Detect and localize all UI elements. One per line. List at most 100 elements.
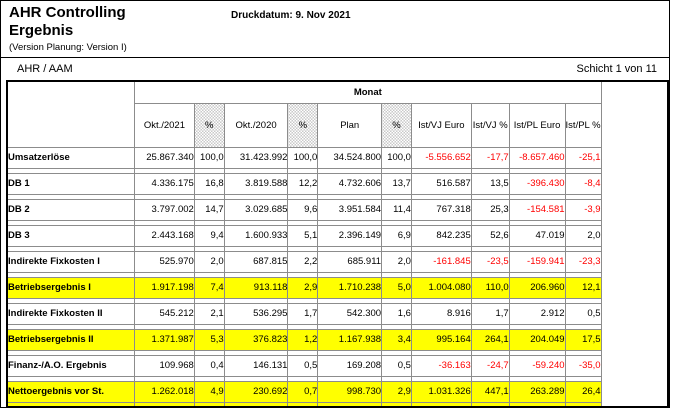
value-cell: 100,0 [381, 146, 412, 169]
value-cell: 0,5 [564, 302, 602, 325]
row-label: Betriebsergebnis II [6, 328, 136, 351]
value-cell: 25.867.340 [134, 146, 195, 169]
value-cell: 542.300 [317, 302, 383, 325]
value-cell: 230.692 [223, 380, 289, 403]
column-header-plan: Plan [317, 102, 383, 148]
value-cell: -23,3 [564, 250, 602, 273]
value-cell: 34.524.800 [317, 146, 383, 169]
row-spacer-cell [134, 401, 195, 408]
table-row: Umsatzerlöse 25.867.340 100,0 31.423.992 100… [6, 146, 668, 169]
value-cell: 447,1 [470, 380, 510, 403]
value-cell: 263.289 [508, 380, 566, 403]
value-cell: 6,9 [381, 224, 412, 247]
print-date-value: 9. Nov 2021 [295, 10, 351, 21]
value-cell: 52,6 [470, 224, 510, 247]
value-cell: 4,9 [193, 380, 225, 403]
print-date: Druckdatum: 9. Nov 2021 [231, 10, 351, 21]
value-cell: 169.208 [317, 354, 383, 377]
value-cell: 842.235 [410, 224, 472, 247]
row-spacer-cell [564, 401, 602, 408]
column-header-ist-pl: Ist/PL % [564, 102, 602, 148]
value-cell: 264,1 [470, 328, 510, 351]
value-cell: 3.951.584 [317, 198, 383, 221]
value-cell: 1.371.987 [134, 328, 195, 351]
meta-row: AHR / AAM Schicht 1 von 11 [1, 58, 669, 80]
value-cell: 2.912 [508, 302, 566, 325]
column-header-ist-vj: Ist/VJ % [470, 102, 510, 148]
row-spacer [6, 297, 668, 304]
value-cell: 9,4 [193, 224, 225, 247]
value-cell: -24,7 [470, 354, 510, 377]
table-row: Indirekte Fixkosten I 525.970 2,0 687.815 2,… [6, 250, 668, 273]
value-cell: 3,4 [381, 328, 412, 351]
value-cell: 13,5 [470, 172, 510, 195]
value-cell: 109.968 [134, 354, 195, 377]
group-header-monat: Monat [134, 80, 602, 104]
value-cell: 1.004.080 [410, 276, 472, 299]
org-unit-label: AHR / AAM [17, 63, 73, 75]
value-cell: 2,1 [193, 302, 225, 325]
value-cell: 913.118 [223, 276, 289, 299]
value-cell: -23,5 [470, 250, 510, 273]
column-header-percent: % [381, 102, 412, 148]
row-label: DB 2 [6, 198, 136, 221]
table-row: Betriebsergebnis I 1.917.198 7,4 913.118 2,9… [6, 276, 668, 299]
row-label: Indirekte Fixkosten I [6, 250, 136, 273]
value-cell: 2,0 [564, 224, 602, 247]
row-spacer-cell [287, 401, 319, 408]
row-label-column-header [6, 80, 136, 148]
value-cell: -154.581 [508, 198, 566, 221]
value-cell: -17,7 [470, 146, 510, 169]
row-spacer-cell [193, 401, 225, 408]
value-cell: 1.262.018 [134, 380, 195, 403]
value-cell: 12,2 [287, 172, 319, 195]
row-spacer [6, 219, 668, 226]
print-date-label: Druckdatum: [231, 10, 293, 21]
group-header-row: Monat [6, 80, 669, 408]
value-cell: 545.212 [134, 302, 195, 325]
value-cell: -161.845 [410, 250, 472, 273]
value-cell: 1,2 [287, 328, 319, 351]
row-label: Finanz-/A.O. Ergebnis [6, 354, 136, 377]
row-label: DB 3 [6, 224, 136, 247]
row-spacer-cell [410, 401, 472, 408]
value-cell: 11,4 [381, 198, 412, 221]
sheet-indicator: Schicht 1 von 11 [576, 63, 657, 75]
value-cell: 3.819.588 [223, 172, 289, 195]
value-cell: 4.336.175 [134, 172, 195, 195]
table-row: DB 3 2.443.168 9,4 1.600.933 5,1 2.396.149 6,9… [6, 224, 668, 247]
value-cell: -8,4 [564, 172, 602, 195]
column-header-okt-2020: Okt./2020 [223, 102, 289, 148]
table-row: Finanz-/A.O. Ergebnis 109.968 0,4 146.131 0,… [6, 354, 668, 377]
value-cell: 2,9 [381, 380, 412, 403]
row-label: Betriebsergebnis I [6, 276, 136, 299]
value-cell: -396.430 [508, 172, 566, 195]
value-cell: 2,0 [381, 250, 412, 273]
right-margin-cell [600, 80, 669, 408]
report-title-line2: Ergebnis [9, 22, 74, 39]
value-cell: 5,3 [193, 328, 225, 351]
value-cell: -25,1 [564, 146, 602, 169]
value-cell: -3,9 [564, 198, 602, 221]
column-header-okt-2021: Okt./2021 [134, 102, 195, 148]
value-cell: 2.396.149 [317, 224, 383, 247]
value-cell: 525.970 [134, 250, 195, 273]
column-header-row: Okt./2021% Okt./2020% Plan% Ist/VJ Euro Ist/… [7, 102, 668, 148]
value-cell: 31.423.992 [223, 146, 289, 169]
row-spacer-cell [223, 401, 289, 408]
row-spacer [6, 401, 668, 408]
value-cell: -59.240 [508, 354, 566, 377]
value-cell: 1,6 [381, 302, 412, 325]
value-cell: 1.600.933 [223, 224, 289, 247]
value-cell: 1,7 [470, 302, 510, 325]
value-cell: 25,3 [470, 198, 510, 221]
value-cell: 2,2 [287, 250, 319, 273]
value-cell: 13,7 [381, 172, 412, 195]
value-cell: 516.587 [410, 172, 472, 195]
table-row: DB 1 4.336.175 16,8 3.819.588 12,2 4.732.606 1… [6, 172, 668, 195]
value-cell: 2,0 [193, 250, 225, 273]
value-cell: 204.049 [508, 328, 566, 351]
row-spacer-cell [470, 401, 510, 408]
value-cell: 14,7 [193, 198, 225, 221]
